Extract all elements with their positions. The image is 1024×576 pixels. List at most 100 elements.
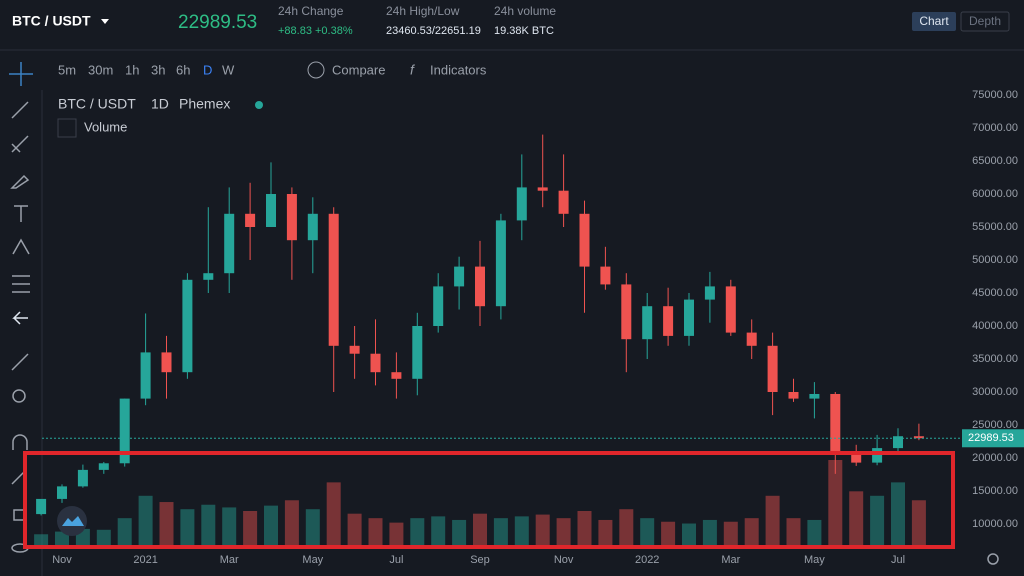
top-bar <box>0 0 1024 50</box>
candle-body <box>725 286 736 333</box>
stat-value: +88.83 +0.38% <box>278 25 353 37</box>
volume-bar <box>598 519 613 545</box>
volume-bar <box>640 518 655 545</box>
volume-bar <box>535 514 550 545</box>
candle-body <box>558 190 569 214</box>
volume-bar <box>34 534 49 545</box>
y-tick-label: 35000.00 <box>972 353 1018 365</box>
x-tick-label: May <box>302 554 323 566</box>
volume-bar <box>452 519 467 545</box>
collapse[interactable] <box>57 118 77 138</box>
volume-bar <box>431 516 446 545</box>
y-tick-label: 60000.00 <box>972 188 1018 200</box>
candle-body <box>684 299 694 336</box>
stat-label: 24h High/Low <box>386 4 460 18</box>
stat-label: 24h Change <box>278 4 344 18</box>
candle-body <box>328 213 339 346</box>
candle-body <box>516 187 527 221</box>
candle-body <box>495 220 506 307</box>
candle-body <box>412 326 423 379</box>
volume-bar <box>786 518 801 545</box>
volume-bar <box>55 531 69 545</box>
volume-bar <box>201 504 216 545</box>
volume-bar <box>96 529 111 545</box>
candle-body <box>161 352 172 373</box>
x-tick-label: Jul <box>389 554 403 566</box>
candle-body <box>245 213 256 227</box>
interval[interactable]: 6h <box>176 62 190 77</box>
x-tick-label: 2021 <box>133 554 157 566</box>
candle-body <box>433 286 444 326</box>
y-tick-label: 45000.00 <box>972 287 1018 299</box>
stat-value: 19.38K BTC <box>494 25 554 37</box>
interval[interactable]: 3h <box>151 62 165 77</box>
volume-bar <box>410 518 425 545</box>
candle-body <box>913 436 924 439</box>
candle-body <box>851 451 862 463</box>
volume-bar <box>744 518 759 545</box>
volume-bar <box>138 495 153 545</box>
candle-body <box>224 213 235 274</box>
volume-bar <box>702 519 717 545</box>
volume-bar <box>305 509 320 545</box>
volume-bar <box>870 495 885 545</box>
candle-body <box>642 306 653 340</box>
indicators[interactable]: Indicators <box>430 62 487 77</box>
x-tick-label: Mar <box>721 554 740 566</box>
y-tick-label: 15000.00 <box>972 485 1018 497</box>
candle-body <box>349 345 360 354</box>
volume-bar <box>243 511 258 545</box>
legend-study: Volume <box>84 119 127 134</box>
volume-bar <box>682 523 696 545</box>
y-tick-label: 25000.00 <box>972 419 1018 431</box>
x-tick-label: Nov <box>554 554 574 566</box>
candle-body <box>767 345 778 392</box>
candle-body <box>36 498 47 515</box>
candle-body <box>746 332 757 346</box>
candle-body <box>663 306 674 336</box>
status-dot <box>255 101 263 109</box>
candle-body <box>475 266 485 307</box>
candle-body <box>203 273 214 280</box>
candle-body <box>579 213 590 267</box>
volume-bar <box>159 502 174 545</box>
legend-interval: 1D <box>151 96 169 112</box>
x-tick-label: May <box>804 554 825 566</box>
tab-label[interactable]: Chart <box>919 14 949 28</box>
candle-body <box>893 436 903 449</box>
highlight-box <box>23 451 955 549</box>
price-tag-label: 22989.53 <box>968 432 1014 444</box>
stat-label: 24h volume <box>494 4 556 18</box>
tab[interactable] <box>912 12 956 31</box>
tab[interactable] <box>960 11 1010 32</box>
x-tick-label: Jul <box>891 554 905 566</box>
x-tick-label: Mar <box>220 554 239 566</box>
tab-label[interactable]: Depth <box>969 14 1001 28</box>
compare[interactable]: Compare <box>332 62 385 77</box>
interval[interactable]: 30m <box>88 62 113 77</box>
candle-body <box>391 372 402 379</box>
candle-body <box>286 194 297 241</box>
volume-bar <box>828 460 843 545</box>
interval[interactable]: D <box>203 62 212 77</box>
candle-body <box>600 266 611 285</box>
interval[interactable]: 5m <box>58 62 76 77</box>
volume-bar <box>473 513 487 545</box>
y-tick-label: 65000.00 <box>972 155 1018 167</box>
left-tools <box>9 62 33 553</box>
pair[interactable]: BTC / USDT <box>12 13 91 29</box>
candle-body <box>872 448 883 463</box>
candle-body <box>537 187 548 191</box>
volume-bar <box>284 500 299 545</box>
volume-bar <box>723 521 738 545</box>
volume-bar <box>911 500 926 545</box>
x-tick-label: Sep <box>470 554 490 566</box>
candle-body <box>370 353 381 373</box>
interval[interactable]: 1h <box>125 62 139 77</box>
volume-bar <box>368 518 383 545</box>
interval[interactable]: W <box>222 62 235 77</box>
candle-body <box>788 392 799 399</box>
volume-bar <box>556 518 571 545</box>
volume-bar <box>264 505 278 545</box>
